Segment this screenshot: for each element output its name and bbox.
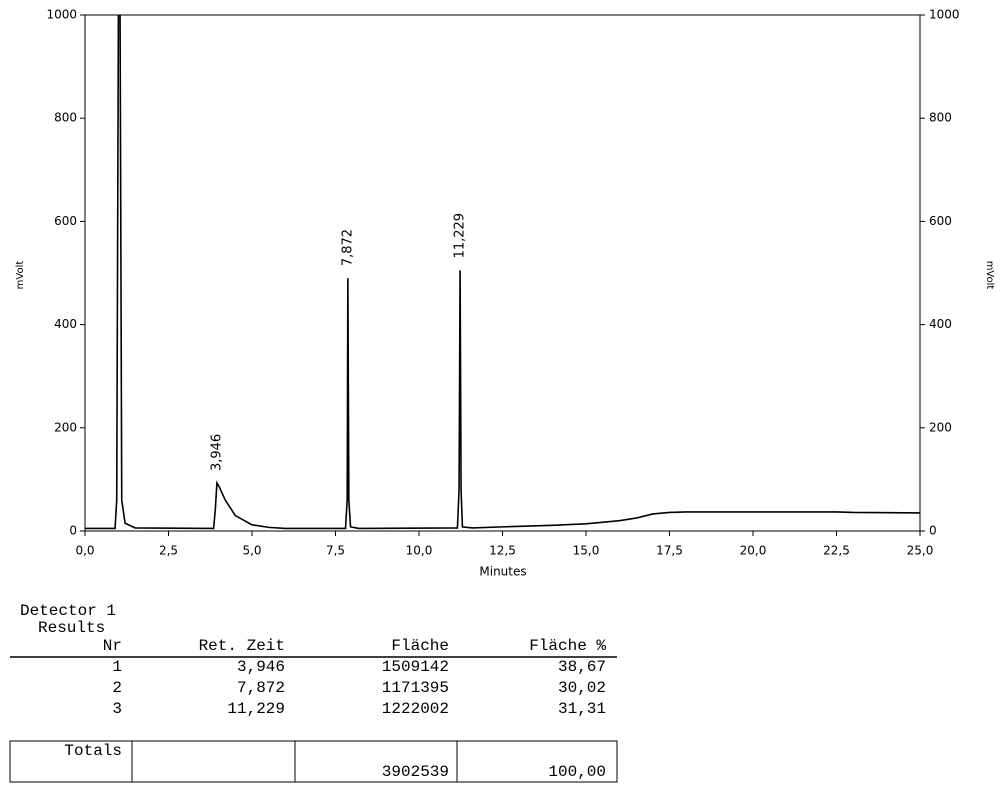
x-tick-label: 2,5 — [159, 544, 178, 558]
column-header: Ret. Zeit — [199, 637, 285, 655]
x-tick-label: 25,0 — [907, 544, 934, 558]
column-header: Fläche — [391, 637, 449, 655]
x-tick-label: 10,0 — [406, 544, 433, 558]
y2-tick-label: 200 — [929, 420, 952, 434]
y2-tick-label: 400 — [929, 317, 952, 331]
column-header: Nr — [103, 637, 122, 655]
table-cell: 1171395 — [382, 679, 449, 697]
y2-tick-label: 1000 — [929, 8, 960, 22]
table-cell: 7,872 — [237, 679, 285, 697]
x-tick-label: 20,0 — [740, 544, 767, 558]
peak-label: 3,946 — [209, 434, 224, 471]
y-axis-label: mVolt — [15, 261, 26, 290]
detector-title: Detector 1 — [20, 602, 116, 620]
x-tick-label: 5,0 — [242, 544, 261, 558]
table-cell: 1 — [112, 658, 122, 676]
table-cell: 31,31 — [558, 700, 606, 718]
x-tick-label: 0,0 — [75, 544, 94, 558]
peak-label: 11,229 — [453, 213, 468, 259]
y-tick-label: 1000 — [46, 8, 77, 22]
column-header: Fläche % — [529, 637, 606, 655]
chromatogram-line — [85, 15, 920, 530]
totals-label: Totals — [64, 742, 122, 760]
x-axis-label: Minutes — [479, 565, 526, 579]
table-cell: 1509142 — [382, 658, 449, 676]
x-tick-label: 17,5 — [656, 544, 683, 558]
y2-tick-label: 0 — [929, 524, 937, 538]
y-tick-label: 800 — [54, 111, 77, 125]
x-tick-label: 12,5 — [489, 544, 516, 558]
y2-axis-label: mVolt — [984, 261, 995, 290]
x-tick-label: 22,5 — [823, 544, 850, 558]
table-cell: 2 — [112, 679, 122, 697]
table-cell: 1222002 — [382, 700, 449, 718]
section-title: Results — [38, 619, 105, 637]
table-cell: 30,02 — [558, 679, 606, 697]
x-tick-label: 15,0 — [573, 544, 600, 558]
table-cell: 3 — [112, 700, 122, 718]
y-tick-label: 600 — [54, 214, 77, 228]
peak-label: 7,872 — [340, 229, 355, 266]
table-cell: 38,67 — [558, 658, 606, 676]
totals-box — [9, 740, 618, 783]
y2-tick-label: 800 — [929, 111, 952, 125]
y-tick-label: 0 — [69, 524, 77, 538]
table-cell: 11,229 — [227, 700, 285, 718]
totals-area: 3902539 — [382, 763, 449, 781]
y-tick-label: 200 — [54, 420, 77, 434]
x-tick-label: 7,5 — [326, 544, 345, 558]
table-cell: 3,946 — [237, 658, 285, 676]
y2-tick-label: 600 — [929, 214, 952, 228]
y-tick-label: 400 — [54, 317, 77, 331]
totals-percent: 100,00 — [548, 763, 606, 781]
